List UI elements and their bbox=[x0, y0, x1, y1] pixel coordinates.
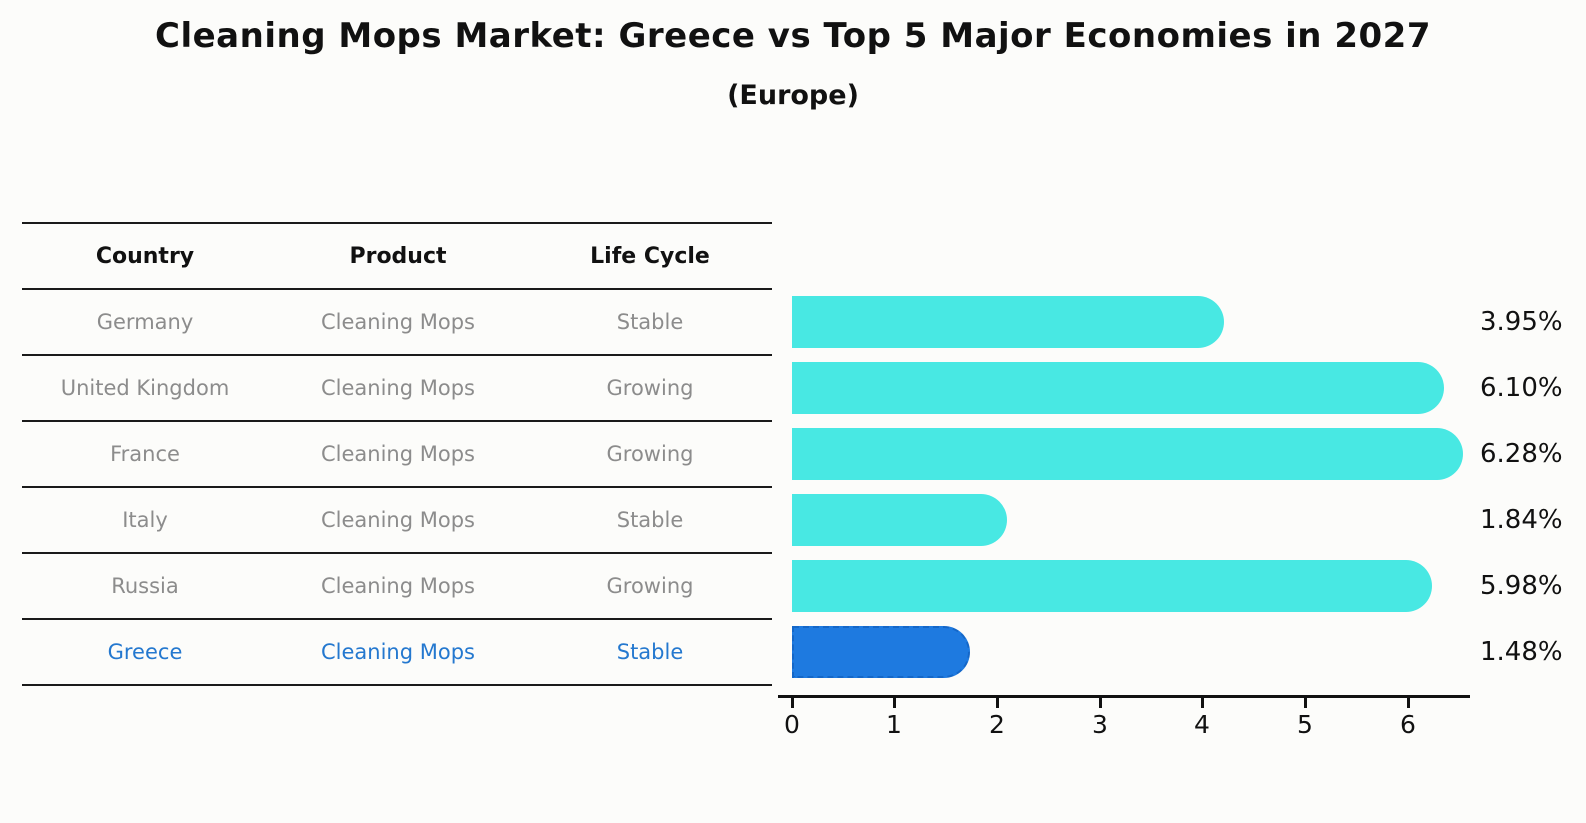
cell-life-cycle: Stable bbox=[616, 640, 684, 664]
cell-country: France bbox=[110, 442, 180, 466]
x-tick-label: 3 bbox=[1092, 710, 1108, 739]
cell-life-cycle: Growing bbox=[606, 376, 694, 400]
x-tick-label: 6 bbox=[1400, 710, 1416, 739]
bar-united-kingdom bbox=[792, 362, 1445, 414]
chart-subtitle: (Europe) bbox=[727, 80, 859, 111]
cell-life-cycle: Stable bbox=[616, 508, 684, 532]
table-row: Germany Cleaning Mops Stable bbox=[22, 289, 772, 355]
value-label: 5.98% bbox=[1480, 571, 1563, 601]
value-label: 6.28% bbox=[1480, 439, 1563, 469]
table-rule bbox=[22, 684, 772, 686]
value-label: 1.48% bbox=[1480, 637, 1563, 667]
cell-product: Cleaning Mops bbox=[321, 508, 475, 532]
chart-title: Cleaning Mops Market: Greece vs Top 5 Ma… bbox=[155, 16, 1431, 56]
bar-germany bbox=[792, 296, 1224, 348]
cell-country: Germany bbox=[96, 310, 194, 334]
cell-product: Cleaning Mops bbox=[321, 640, 475, 664]
table-row-highlighted: Greece Cleaning Mops Stable bbox=[22, 619, 772, 685]
bar-russia bbox=[792, 560, 1432, 612]
x-axis-tick bbox=[791, 698, 794, 708]
column-header-product: Product bbox=[349, 243, 447, 269]
cell-life-cycle: Growing bbox=[606, 442, 694, 466]
x-axis-tick bbox=[1304, 698, 1307, 708]
column-header-country: Country bbox=[95, 243, 195, 269]
cell-country: Italy bbox=[122, 508, 168, 532]
x-tick-label: 2 bbox=[989, 710, 1005, 739]
bar-italy bbox=[792, 494, 1007, 546]
x-axis-tick bbox=[1099, 698, 1102, 708]
cell-product: Cleaning Mops bbox=[321, 574, 475, 598]
bar-greece-highlighted bbox=[792, 626, 970, 678]
x-axis-tick bbox=[996, 698, 999, 708]
value-label: 3.95% bbox=[1480, 307, 1563, 337]
column-header-life-cycle: Life Cycle bbox=[590, 243, 710, 269]
x-axis-line bbox=[778, 695, 1470, 698]
value-label: 1.84% bbox=[1480, 505, 1563, 535]
cell-product: Cleaning Mops bbox=[321, 442, 475, 466]
table-rule bbox=[22, 420, 772, 422]
table-rule bbox=[22, 354, 772, 356]
table-row: Russia Cleaning Mops Growing bbox=[22, 553, 772, 619]
x-axis-tick bbox=[893, 698, 896, 708]
table-row: United Kingdom Cleaning Mops Growing bbox=[22, 355, 772, 421]
bar-france bbox=[792, 428, 1463, 480]
x-axis-tick bbox=[1407, 698, 1410, 708]
table-rule bbox=[22, 552, 772, 554]
cell-product: Cleaning Mops bbox=[321, 310, 475, 334]
cell-product: Cleaning Mops bbox=[321, 376, 475, 400]
cell-country: Russia bbox=[111, 574, 179, 598]
table-rule bbox=[22, 222, 772, 224]
table-rule bbox=[22, 618, 772, 620]
cell-country: United Kingdom bbox=[60, 376, 230, 400]
cell-country: Greece bbox=[107, 640, 183, 664]
table-row: Italy Cleaning Mops Stable bbox=[22, 487, 772, 553]
cell-life-cycle: Growing bbox=[606, 574, 694, 598]
x-tick-label: 0 bbox=[784, 710, 800, 739]
table-rule bbox=[22, 486, 772, 488]
cell-life-cycle: Stable bbox=[616, 310, 684, 334]
x-tick-label: 1 bbox=[886, 710, 902, 739]
x-tick-label: 5 bbox=[1297, 710, 1313, 739]
x-axis-tick bbox=[1201, 698, 1204, 708]
x-tick-label: 4 bbox=[1194, 710, 1210, 739]
table-header-row: Country Product Life Cycle bbox=[22, 223, 772, 289]
value-label: 6.10% bbox=[1480, 373, 1563, 403]
table-row: France Cleaning Mops Growing bbox=[22, 421, 772, 487]
table-rule bbox=[22, 288, 772, 290]
